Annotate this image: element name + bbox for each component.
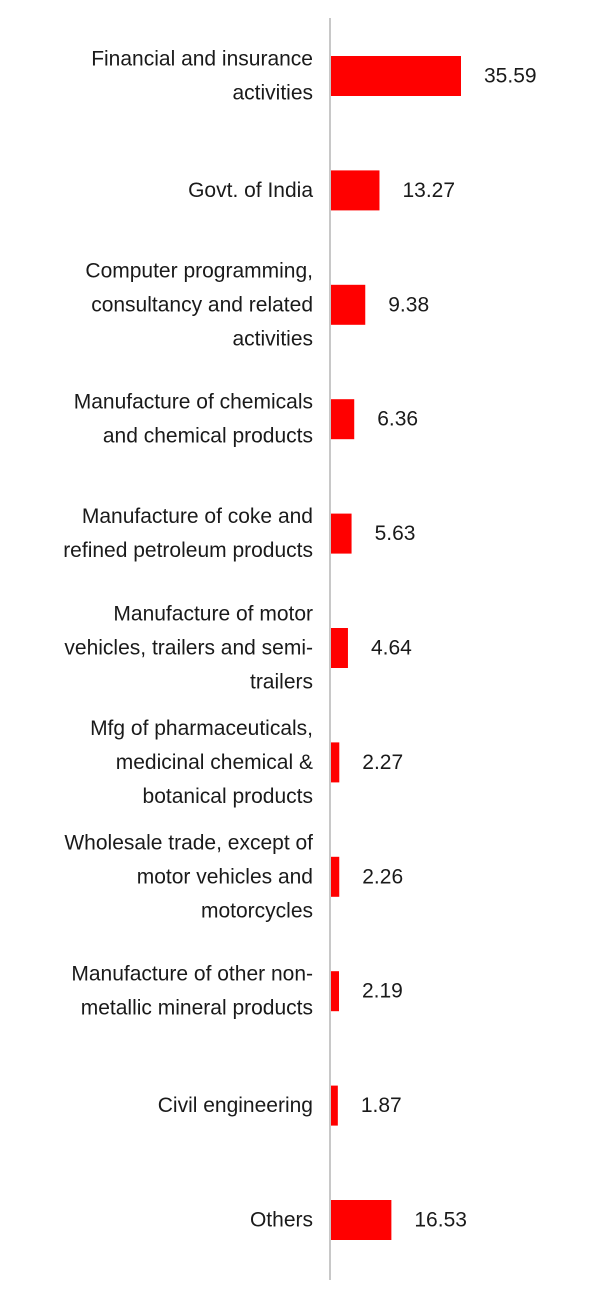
value-label-3: 6.36 — [377, 408, 418, 431]
category-label-line: Others — [250, 1209, 313, 1232]
bar-4 — [331, 513, 352, 554]
category-label-line: botanical products — [143, 785, 313, 808]
category-label-line: motorcycles — [201, 899, 313, 922]
category-label-line: activities — [232, 327, 313, 350]
bar-8 — [331, 971, 339, 1012]
category-label-line: Wholesale trade, except of — [64, 831, 313, 854]
bar-0 — [331, 56, 461, 96]
category-label-line: Govt. of India — [188, 179, 313, 202]
category-label-line: vehicles, trailers and semi- — [64, 637, 313, 660]
category-label-line: Manufacture of coke and — [82, 505, 313, 528]
bar-5 — [331, 628, 348, 668]
category-label-6: Mfg of pharmaceuticals, medicinal chemica… — [90, 717, 313, 808]
bar-1 — [331, 170, 380, 211]
category-label-line: Manufacture of motor — [113, 603, 313, 626]
category-label-line: Financial and insurance — [91, 48, 313, 71]
category-label-line: Manufacture of other non- — [71, 963, 313, 986]
category-label-4: Manufacture of coke and refined petroleum… — [63, 505, 313, 562]
value-label-2: 9.38 — [388, 293, 429, 316]
category-label-line: medicinal chemical & — [116, 751, 313, 774]
category-label-5: Manufacture of motor vehicles, trailers a… — [64, 603, 313, 694]
category-label-line: and chemical products — [103, 425, 313, 448]
category-label-2: Computer programming, consultancy and rel… — [85, 259, 313, 350]
bar-9 — [331, 1085, 338, 1126]
category-label-line: Civil engineering — [158, 1094, 313, 1117]
category-label-line: consultancy and related — [91, 293, 313, 316]
category-label-line: metallic mineral products — [81, 997, 313, 1020]
category-label-line: trailers — [250, 671, 313, 694]
bar-3 — [331, 399, 355, 440]
value-labels-group: 35.59 13.27 9.38 6.36 5.63 4.64 2.27 2.26 2.19 1.… — [361, 65, 537, 1232]
category-label-line: Mfg of pharmaceuticals, — [90, 717, 313, 740]
category-label-line: motor vehicles and — [137, 865, 313, 888]
value-label-1: 13.27 — [402, 179, 455, 202]
value-label-8: 2.19 — [362, 980, 403, 1003]
value-label-4: 5.63 — [375, 522, 416, 545]
value-label-0: 35.59 — [484, 65, 537, 88]
bar-2 — [331, 284, 366, 325]
category-label-1: Govt. of India — [188, 179, 313, 202]
category-label-8: Manufacture of other non-metallic minera… — [71, 963, 313, 1020]
category-label-10: Others — [250, 1209, 313, 1232]
value-label-6: 2.27 — [362, 751, 403, 774]
value-label-5: 4.64 — [371, 637, 412, 660]
category-label-9: Civil engineering — [158, 1094, 313, 1117]
category-labels-group: Financial and insurance activities Govt. o… — [63, 48, 313, 1232]
bar-7 — [331, 856, 340, 897]
value-label-10: 16.53 — [414, 1209, 467, 1232]
bar-6 — [331, 742, 340, 783]
category-label-0: Financial and insurance activities — [91, 48, 313, 105]
category-label-line: activities — [232, 82, 313, 105]
value-label-7: 2.26 — [362, 865, 403, 888]
category-label-7: Wholesale trade, except of motor vehicles… — [64, 831, 313, 922]
value-label-9: 1.87 — [361, 1094, 402, 1117]
category-label-line: Manufacture of chemicals — [74, 391, 313, 414]
bar-10 — [331, 1200, 392, 1240]
category-label-line: refined petroleum products — [63, 539, 313, 562]
bars-group — [331, 56, 461, 1240]
category-label-3: Manufacture of chemicals and chemical pro… — [74, 391, 313, 448]
category-label-line: Computer programming, — [85, 259, 313, 282]
